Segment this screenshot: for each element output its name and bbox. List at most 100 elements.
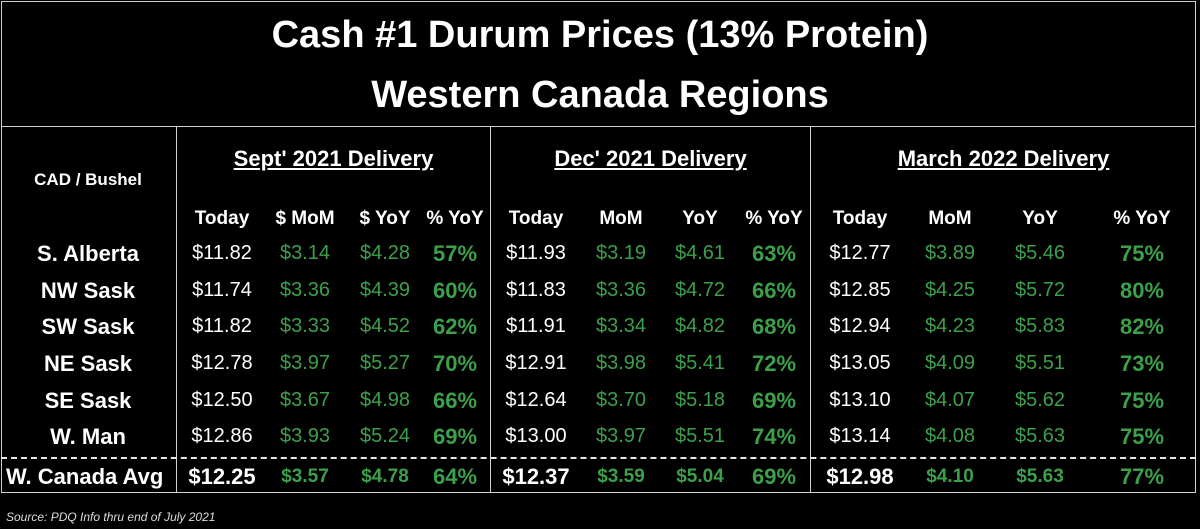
subheader-mom: $ MoM [275,208,335,229]
cell-today: $12.85 [829,279,891,301]
average-cell-yoy: $4.78 [361,466,409,487]
average-divider [1,457,1196,459]
cell-mom: $3.19 [595,242,647,264]
cell-pct-yoy: 70% [432,351,478,376]
cell-today: $13.05 [829,352,891,374]
cell-yoy: $4.72 [674,279,726,301]
cell-pct-yoy: 68% [751,314,797,339]
cell-mom: $3.97 [279,352,331,374]
column-divider-3 [810,126,811,493]
subheader-yoy: $ YoY [359,208,411,229]
cell-pct-yoy: 72% [751,351,797,376]
cell-pct-yoy: 66% [751,278,797,303]
subheader-today: Today [194,208,250,229]
subheader-today: Today [832,208,888,229]
cell-today: $11.82 [192,315,252,337]
cell-yoy: $5.62 [1014,389,1066,411]
cell-today: $13.14 [829,425,891,447]
title-divider [1,126,1196,127]
subheader-pct-yoy: % YoY [745,208,803,229]
cell-mom: $4.25 [924,279,976,301]
cell-pct-yoy: 73% [1119,351,1165,376]
group-header-sept-2021: Sept' 2021 Delivery [233,146,434,171]
average-cell-yoy: $5.63 [1016,466,1064,487]
cell-mom: $4.08 [924,425,976,447]
cell-today: $11.82 [192,242,252,264]
cell-yoy: $5.24 [359,425,411,447]
subheader-mom: MoM [599,208,643,229]
average-cell-mom: $3.59 [597,466,645,487]
subheader-pct-yoy: % YoY [426,208,484,229]
cell-pct-yoy: 82% [1119,314,1165,339]
region-label: SW Sask [41,314,135,339]
cell-mom: $3.34 [595,315,647,337]
average-cell-pct-yoy: 64% [432,464,478,489]
cell-yoy: $5.41 [674,352,726,374]
page-title: Cash #1 Durum Prices (13% Protein) [271,14,929,56]
cell-today: $11.74 [192,279,252,301]
cell-pct-yoy: 69% [432,424,478,449]
subheader-yoy: YoY [1022,208,1058,229]
average-cell-mom: $3.57 [281,466,329,487]
cell-today: $11.93 [506,242,566,264]
cell-today: $13.10 [829,389,891,411]
average-cell-today: $12.98 [826,464,894,489]
region-label: NE Sask [43,351,133,376]
cell-mom: $3.14 [279,242,331,264]
subheader-mom: MoM [928,208,972,229]
cell-pct-yoy: 60% [432,278,478,303]
average-cell-today: $12.25 [188,464,256,489]
cell-yoy: $5.51 [1014,352,1066,374]
cell-today: $12.78 [191,352,253,374]
cell-pct-yoy: 62% [432,314,478,339]
column-divider-1 [176,126,177,493]
cell-mom: $4.09 [924,352,976,374]
average-cell-today: $12.37 [502,464,570,489]
cell-today: $11.83 [506,279,566,301]
cell-mom: $3.93 [279,425,331,447]
cell-mom: $3.36 [279,279,331,301]
source-note: Source: PDQ Info thru end of July 2021 [6,510,216,524]
cell-today: $11.91 [506,315,566,337]
region-label: SE Sask [44,388,132,413]
cell-yoy: $4.82 [674,315,726,337]
cell-today: $12.77 [829,242,891,264]
average-row-label: W. Canada Avg [6,464,164,489]
cell-mom: $3.89 [924,242,976,264]
cell-yoy: $4.98 [359,389,411,411]
average-cell-pct-yoy: 69% [751,464,797,489]
cell-mom: $3.36 [595,279,647,301]
group-header-dec-2021: Dec' 2021 Delivery [554,146,747,171]
cell-yoy: $5.18 [674,389,726,411]
cell-pct-yoy: 80% [1119,278,1165,303]
cell-pct-yoy: 63% [751,241,797,266]
cell-yoy: $4.52 [359,315,411,337]
subheader-pct-yoy: % YoY [1113,208,1171,229]
cell-pct-yoy: 75% [1119,241,1165,266]
cell-yoy: $5.46 [1014,242,1066,264]
cell-yoy: $5.72 [1014,279,1066,301]
cell-pct-yoy: 74% [751,424,797,449]
cell-pct-yoy: 75% [1119,424,1165,449]
cell-pct-yoy: 75% [1119,388,1165,413]
cell-mom: $3.70 [595,389,647,411]
cell-today: $12.50 [191,389,253,411]
cell-yoy: $5.83 [1014,315,1066,337]
cell-today: $12.64 [505,389,567,411]
subheader-today: Today [508,208,564,229]
cell-mom: $3.33 [279,315,331,337]
cell-yoy: $4.61 [674,242,726,264]
cell-mom: $3.98 [595,352,647,374]
region-label: NW Sask [40,278,136,303]
subheader-yoy: YoY [682,208,718,229]
average-cell-mom: $4.10 [926,466,974,487]
cell-pct-yoy: 69% [751,388,797,413]
column-divider-2 [490,126,491,493]
cell-yoy: $4.39 [359,279,411,301]
cell-yoy: $5.51 [674,425,726,447]
cell-pct-yoy: 66% [432,388,478,413]
cell-today: $13.00 [505,425,567,447]
cell-mom: $4.07 [924,389,976,411]
region-label: W. Man [50,424,126,449]
cell-yoy: $5.27 [359,352,411,374]
